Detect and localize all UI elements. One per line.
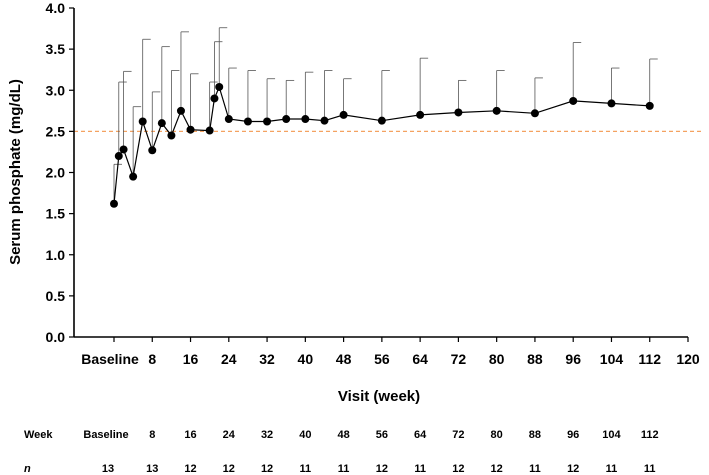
table-n-cell: 12 — [452, 463, 464, 475]
data-point — [569, 96, 578, 105]
table-week-cell: 8 — [149, 429, 155, 441]
table-week-cell: 72 — [452, 429, 464, 441]
y-tick-label: 3.0 — [46, 82, 66, 98]
y-tick-label: 2.5 — [46, 123, 66, 139]
data-point — [301, 115, 310, 124]
x-tick-label: 64 — [412, 351, 428, 367]
data-point — [339, 110, 348, 119]
x-tick-label: 40 — [298, 351, 314, 367]
y-tick-label: 2.0 — [46, 165, 66, 181]
data-point — [157, 119, 166, 128]
table-week-cell: 40 — [299, 429, 311, 441]
table-n-cell: 12 — [261, 463, 273, 475]
data-point — [645, 101, 654, 110]
x-tick-label: 88 — [527, 351, 543, 367]
table-week-cell: 16 — [184, 429, 196, 441]
data-point — [243, 117, 252, 126]
data-point — [530, 109, 539, 118]
table-week-cell: 64 — [414, 429, 427, 441]
data-point — [320, 116, 329, 125]
data-point — [454, 108, 463, 117]
axes-layer: 0.0 0.5 1.0 1.5 2.0 2.5 3.0 3.5 4.0 Baseline 8 16 24… — [46, 0, 700, 367]
x-tick-label: 112 — [638, 351, 661, 367]
data-point — [167, 131, 176, 140]
table-n-cell: 11 — [300, 463, 312, 475]
data-point — [282, 115, 291, 124]
x-tick-label: 8 — [148, 351, 156, 367]
n-table: Week n Baseline 13 8 13 16 12 24 12 32 12 40 11 48 11… — [24, 429, 659, 475]
table-n-cell: 13 — [102, 463, 114, 475]
x-tick-label: 16 — [183, 351, 199, 367]
x-tick-label: Baseline — [81, 351, 139, 367]
table-n-cell: 11 — [644, 463, 656, 475]
table-n-cell: 12 — [491, 463, 503, 475]
data-point — [263, 117, 272, 126]
data-point — [176, 106, 185, 115]
table-week-cell: 32 — [261, 429, 273, 441]
table-n-cell: 12 — [567, 463, 579, 475]
series-line — [113, 85, 650, 204]
data-point — [148, 146, 157, 155]
y-axis-label: Serum phosphate (mg/dL) — [7, 79, 24, 265]
data-point — [210, 94, 219, 103]
x-tick-label: 24 — [221, 351, 237, 367]
y-tick-label: 1.0 — [46, 247, 66, 263]
data-point — [186, 125, 195, 134]
table-week-header: Week — [24, 429, 53, 441]
table-n-cell: 13 — [146, 463, 158, 475]
data-point — [224, 115, 233, 124]
data-point — [114, 152, 123, 161]
data-point — [607, 99, 616, 108]
table-n-cell: 12 — [184, 463, 196, 475]
data-point — [416, 110, 425, 119]
data-point — [215, 82, 224, 91]
table-n-header: n — [24, 463, 31, 475]
x-tick-label: 56 — [374, 351, 390, 367]
data-point — [138, 117, 147, 126]
table-week-cell: 104 — [602, 429, 621, 441]
points-layer — [110, 82, 654, 208]
table-week-cell: 48 — [337, 429, 349, 441]
data-point — [110, 199, 118, 208]
y-tick-label: 4.0 — [46, 0, 66, 16]
error-bars-layer — [113, 27, 658, 204]
table-n-cell: 12 — [376, 463, 388, 475]
x-tick-label: 80 — [489, 351, 505, 367]
table-n-cell: 11 — [606, 463, 618, 475]
table-week-cell: 56 — [376, 429, 388, 441]
y-tick-label: 0.0 — [46, 329, 66, 345]
table-week-cell: 96 — [567, 429, 579, 441]
y-tick-label: 3.5 — [46, 41, 66, 57]
data-point — [492, 106, 501, 115]
table-n-cell: 12 — [223, 463, 235, 475]
x-tick-label: 32 — [259, 351, 275, 367]
x-tick-label: 72 — [451, 351, 467, 367]
table-n-cell: 11 — [414, 463, 426, 475]
table-week-cell: Baseline — [83, 429, 128, 441]
table-week-cell: 80 — [491, 429, 503, 441]
data-point — [119, 145, 128, 154]
data-point — [205, 126, 214, 135]
data-point — [129, 172, 138, 181]
table-n-cell: 11 — [338, 463, 350, 475]
y-tick-label: 0.5 — [46, 288, 66, 304]
y-tick-label: 1.5 — [46, 206, 66, 222]
data-point — [377, 116, 386, 125]
series-line-layer — [113, 85, 650, 204]
table-week-cell: 112 — [641, 429, 659, 441]
x-tick-label: 96 — [565, 351, 581, 367]
table-week-cell: 24 — [223, 429, 236, 441]
x-axis-label: Visit (week) — [338, 388, 420, 405]
table-n-cell: 11 — [529, 463, 541, 475]
x-tick-label: 48 — [336, 351, 352, 367]
table-week-cell: 88 — [529, 429, 541, 441]
x-tick-label: 104 — [600, 351, 624, 367]
x-tick-label: 120 — [676, 351, 700, 367]
